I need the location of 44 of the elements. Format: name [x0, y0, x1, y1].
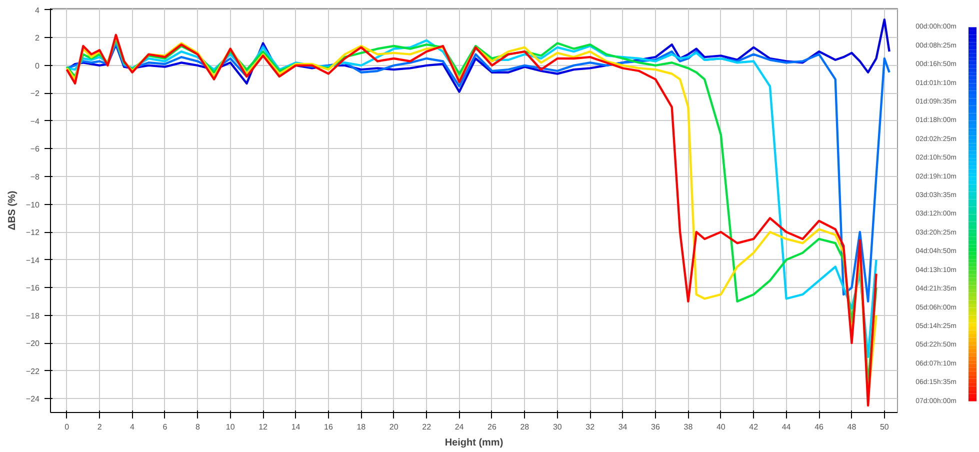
- y-tick-label: −22: [26, 366, 40, 376]
- y-tick-label: −10: [26, 200, 40, 210]
- y-tick-label: −6: [30, 144, 40, 154]
- y-tick-label: 2: [35, 34, 40, 43]
- x-tick-label: 26: [488, 422, 497, 432]
- x-tick-label: 44: [782, 422, 792, 432]
- x-tick-label: 12: [258, 422, 268, 432]
- x-tick-label: 40: [716, 422, 726, 432]
- x-tick-label: 20: [389, 422, 399, 432]
- x-tick-label: 0: [64, 422, 70, 432]
- x-tick-label: 32: [586, 422, 596, 432]
- x-tick-label: 36: [651, 422, 660, 432]
- x-tick-label: 2: [97, 422, 102, 432]
- x-tick-label: 34: [618, 422, 628, 432]
- y-tick-label: −20: [26, 339, 40, 348]
- x-tick-label: 8: [195, 422, 200, 432]
- y-tick-label: 4: [35, 6, 40, 15]
- y-tick-label: −12: [26, 228, 40, 238]
- x-tick-label: 6: [162, 422, 168, 432]
- y-tick-label: 0: [35, 61, 40, 70]
- y-tick-label: −8: [30, 172, 40, 182]
- x-tick-label: 46: [814, 422, 824, 432]
- y-tick-label: −16: [26, 284, 40, 293]
- y-tick-label: −18: [26, 311, 40, 320]
- y-tick-label: −14: [26, 256, 40, 265]
- x-tick-label: 38: [684, 422, 694, 432]
- x-tick-label: 24: [454, 422, 464, 432]
- y-tick-label: −24: [26, 394, 40, 404]
- x-tick-label: 50: [880, 422, 890, 432]
- x-tick-label: 48: [847, 422, 857, 432]
- x-tick-label: 30: [552, 422, 562, 432]
- x-tick-label: 42: [749, 422, 759, 432]
- y-tick-label: −4: [30, 116, 40, 126]
- y-axis-title: ΔBS (%): [6, 190, 18, 230]
- x-tick-label: 28: [520, 422, 530, 432]
- x-tick-label: 10: [226, 422, 236, 432]
- x-tick-label: 16: [324, 422, 334, 432]
- x-tick-label: 4: [130, 422, 136, 432]
- x-tick-label: 18: [356, 422, 366, 432]
- x-tick-label: 14: [291, 422, 301, 432]
- x-axis-title: Height (mm): [444, 438, 504, 448]
- y-tick-label: −2: [30, 89, 40, 98]
- x-tick-label: 22: [422, 422, 432, 432]
- line-series: [66, 42, 890, 303]
